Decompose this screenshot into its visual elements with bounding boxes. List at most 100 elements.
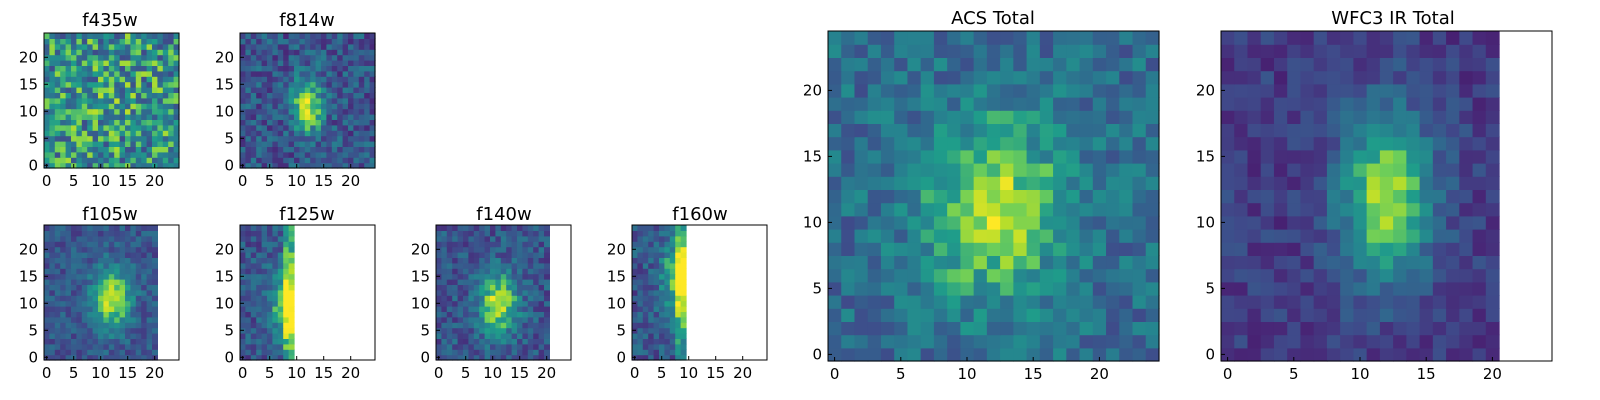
heatmap-cell (1353, 44, 1368, 58)
heatmap-cell (1300, 97, 1315, 111)
heatmap-cell (358, 162, 365, 169)
heatmap-cell (71, 327, 77, 334)
heatmap-cell (44, 306, 50, 312)
heatmap-cell (256, 38, 263, 45)
heatmap-cell (1221, 255, 1235, 270)
heatmap-cell (60, 241, 67, 248)
heatmap-cell (267, 70, 273, 77)
heatmap-cell (1145, 70, 1160, 85)
heatmap-cell (81, 114, 88, 120)
heatmap-cell (267, 322, 273, 329)
heatmap-cell (880, 202, 895, 217)
heatmap-cell (277, 119, 284, 126)
heatmap-cell (337, 162, 344, 169)
heatmap-cell (272, 311, 279, 318)
heatmap-cell (315, 162, 322, 169)
heatmap-cell (44, 225, 50, 231)
heatmap-cell (283, 257, 290, 264)
heatmap-cell (484, 268, 491, 275)
heatmap-cell (544, 300, 550, 307)
heatmap-cell (141, 235, 148, 242)
heatmap-cell (81, 33, 88, 39)
heatmap-cell (1145, 202, 1160, 217)
heatmap-cell (828, 123, 842, 138)
heatmap-cell (49, 349, 56, 356)
heatmap-cell (135, 43, 142, 50)
heatmap-cell (1013, 31, 1028, 45)
heatmap-cell (315, 65, 322, 72)
heatmap-cell (1287, 44, 1302, 58)
heatmap-cell (828, 295, 842, 309)
heatmap-cell (256, 225, 263, 231)
heatmap-cell (538, 311, 545, 318)
heatmap-cell (500, 343, 507, 350)
heatmap-cell (65, 225, 72, 231)
heatmap-cell (240, 257, 246, 264)
heatmap-cell (44, 65, 50, 72)
heatmap-cell (146, 54, 153, 61)
x-tick-label: 10 (287, 172, 306, 190)
heatmap-cell (294, 130, 300, 137)
heatmap-cell (1366, 44, 1381, 58)
heatmap-cell (1092, 163, 1107, 177)
heatmap-cell (538, 333, 545, 339)
heatmap-cell (283, 354, 290, 361)
heatmap-cell (446, 230, 453, 237)
heatmap-cell (240, 225, 246, 231)
heatmap-cell (1092, 334, 1107, 349)
heatmap-cell (283, 135, 290, 142)
heatmap-cell (277, 316, 284, 323)
heatmap-cell (446, 338, 453, 345)
heatmap-cell (436, 257, 442, 264)
heatmap-cell (1419, 281, 1434, 296)
heatmap-cell (920, 163, 935, 177)
heatmap-cell (353, 92, 360, 99)
heatmap-cell (522, 241, 529, 248)
heatmap-cell (130, 33, 137, 39)
panel-title: f105w (82, 204, 137, 225)
heatmap-cell (125, 295, 131, 302)
heatmap-cell (468, 322, 475, 329)
heatmap-cell (1353, 31, 1368, 45)
heatmap-cell (310, 33, 317, 39)
heatmap-cell (468, 343, 475, 350)
heatmap-cell (1132, 321, 1147, 336)
heatmap-cell (1092, 347, 1107, 362)
heatmap-cell (71, 49, 77, 56)
heatmap-cell (669, 306, 676, 312)
heatmap-cell (452, 300, 459, 307)
heatmap-cell (920, 44, 935, 58)
heatmap-cell (141, 54, 148, 61)
heatmap-cell (141, 252, 148, 258)
heatmap-cell (103, 333, 110, 339)
heatmap-cell (152, 225, 158, 231)
heatmap-cell (277, 92, 284, 99)
heatmap-cell (245, 76, 252, 83)
heatmap-cell (81, 49, 88, 56)
heatmap-cell (261, 316, 268, 323)
heatmap-cell (1145, 123, 1160, 138)
heatmap-cell (1340, 321, 1354, 336)
y-tick-label: 5 (616, 321, 626, 339)
heatmap-cell (1106, 83, 1120, 98)
heatmap-cell (1485, 321, 1500, 336)
heatmap-cell (973, 255, 988, 270)
heatmap-cell (675, 343, 682, 350)
heatmap-cell (261, 49, 268, 56)
heatmap-cell (358, 130, 365, 137)
heatmap-cell (277, 354, 284, 361)
heatmap-cell (669, 279, 676, 285)
heatmap-cell (256, 252, 263, 258)
heatmap-cell (81, 311, 88, 318)
heatmap-cell (1300, 110, 1315, 124)
heatmap-cell (495, 257, 502, 264)
heatmap-cell (146, 257, 153, 264)
heatmap-cell (49, 279, 56, 285)
heatmap-cell (272, 235, 279, 242)
heatmap-cell (146, 157, 153, 164)
heatmap-cell (353, 119, 360, 126)
heatmap-cell (81, 316, 88, 323)
heatmap-cell (653, 327, 660, 334)
heatmap-cell (1472, 70, 1487, 85)
